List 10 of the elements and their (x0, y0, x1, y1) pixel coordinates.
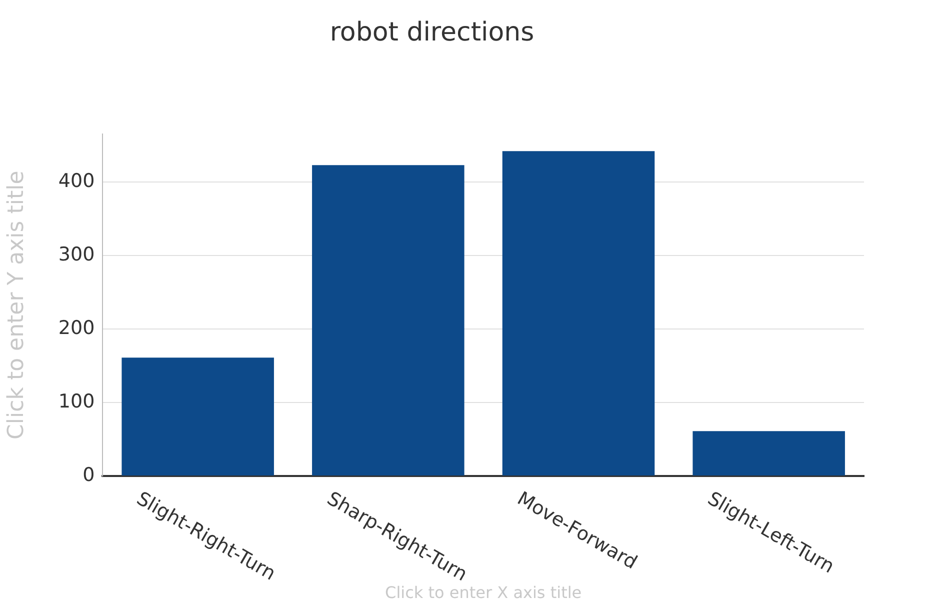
bar (692, 431, 845, 476)
y-tick-label: 400 (58, 170, 95, 192)
y-tick-label: 300 (58, 243, 95, 266)
bar (122, 358, 274, 476)
y-tick-label: 0 (82, 464, 95, 486)
chart-title: robot directions (330, 17, 534, 48)
y-tick-label: 200 (58, 316, 95, 339)
bar (502, 151, 655, 476)
bar (312, 165, 464, 476)
y-tick-label: 100 (58, 390, 95, 412)
